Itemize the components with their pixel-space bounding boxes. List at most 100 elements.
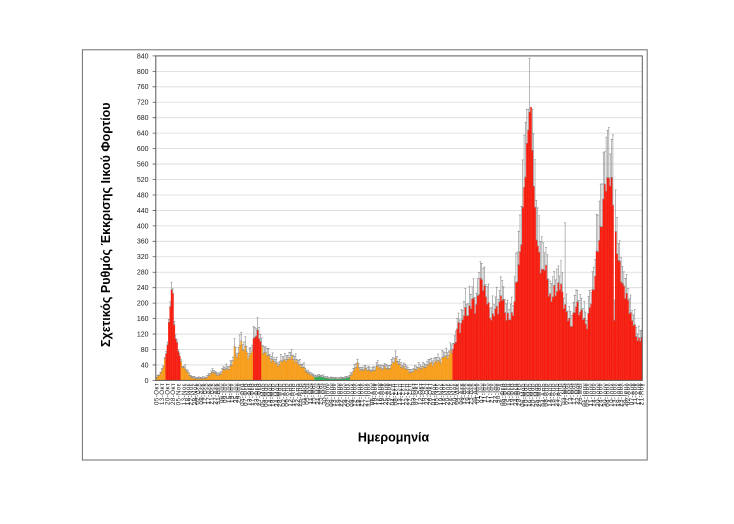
svg-text:31-Ιουλ: 31-Ιουλ bbox=[365, 383, 372, 407]
svg-text:05-Νοε: 05-Νοε bbox=[175, 383, 182, 405]
svg-text:10-Ιουλ: 10-Ιουλ bbox=[609, 383, 616, 407]
svg-text:06-Αυγ: 06-Αυγ bbox=[370, 383, 377, 406]
svg-text:02-Απρ: 02-Απρ bbox=[281, 383, 288, 407]
svg-text:14-Νοε: 14-Νοε bbox=[441, 383, 448, 405]
svg-text:27-Ιαν: 27-Ιαν bbox=[492, 383, 499, 403]
svg-text:Σχετικός Ρυθμός Έκκρισης Ιικού: Σχετικός Ρυθμός Έκκρισης Ιικού Φορτίου bbox=[99, 102, 113, 347]
svg-text:06-Μαρ: 06-Μαρ bbox=[520, 383, 527, 407]
svg-text:13-Δεκ: 13-Δεκ bbox=[461, 383, 468, 405]
svg-text:240: 240 bbox=[137, 285, 149, 292]
svg-text:440: 440 bbox=[137, 208, 149, 215]
svg-text:03-Ιουν: 03-Ιουν bbox=[324, 383, 331, 407]
svg-text:05-Μαρ: 05-Μαρ bbox=[260, 383, 267, 407]
svg-text:03-Μαϊ: 03-Μαϊ bbox=[561, 383, 568, 405]
svg-text:04-Ιουλ: 04-Ιουλ bbox=[605, 383, 612, 407]
svg-text:280: 280 bbox=[137, 270, 149, 277]
svg-text:01-Ιουν: 01-Ιουν bbox=[581, 383, 588, 407]
svg-text:08-Απρ: 08-Απρ bbox=[543, 383, 550, 407]
svg-text:19-Ιουλ: 19-Ιουλ bbox=[615, 383, 622, 407]
svg-text:520: 520 bbox=[137, 177, 149, 184]
svg-text:21-Δεκ: 21-Δεκ bbox=[208, 383, 215, 405]
svg-text:04-Φεβ: 04-Φεβ bbox=[240, 383, 247, 406]
svg-text:24-Ιουν: 24-Ιουν bbox=[598, 383, 605, 407]
svg-text:06-Απρ: 06-Απρ bbox=[283, 383, 290, 407]
svg-text:30-Ιαν: 30-Ιαν bbox=[495, 383, 502, 403]
svg-text:26-Μαϊ: 26-Μαϊ bbox=[577, 383, 584, 405]
svg-text:25-Μαρ: 25-Μαρ bbox=[533, 383, 540, 407]
svg-text:06-Ιαν: 06-Ιαν bbox=[219, 383, 226, 403]
svg-text:07-Αυγ: 07-Αυγ bbox=[629, 383, 636, 406]
svg-text:22-Απρ: 22-Απρ bbox=[294, 383, 301, 407]
svg-text:11-Μαϊ: 11-Μαϊ bbox=[308, 383, 315, 404]
svg-text:26-Οκτ: 26-Οκτ bbox=[427, 383, 434, 405]
svg-text:400: 400 bbox=[137, 223, 149, 230]
svg-text:30-Ιουν: 30-Ιουν bbox=[602, 383, 609, 407]
svg-text:23-Ιουλ: 23-Ιουλ bbox=[618, 383, 625, 407]
svg-text:04-Σεπ: 04-Σεπ bbox=[390, 383, 397, 406]
svg-text:15-Ιαν: 15-Ιαν bbox=[226, 383, 233, 403]
svg-text:05-Ιουν: 05-Ιουν bbox=[584, 383, 591, 407]
svg-text:200: 200 bbox=[137, 301, 149, 308]
svg-text:09-Δεκ: 09-Δεκ bbox=[458, 383, 465, 405]
svg-text:03-Οκτ: 03-Οκτ bbox=[411, 383, 418, 405]
svg-text:19-Ιαν: 19-Ιαν bbox=[229, 383, 236, 403]
svg-text:160: 160 bbox=[137, 316, 149, 323]
svg-text:18-Μαρ: 18-Μαρ bbox=[270, 383, 277, 407]
svg-text:16-Αυγ: 16-Αυγ bbox=[376, 383, 383, 406]
svg-text:07-Οκτ: 07-Οκτ bbox=[413, 383, 420, 405]
svg-text:24-Μαρ: 24-Μαρ bbox=[274, 383, 281, 407]
svg-text:17-Μαϊ: 17-Μαϊ bbox=[570, 383, 577, 405]
svg-text:80: 80 bbox=[141, 347, 149, 354]
svg-text:23-Σεπ: 23-Σεπ bbox=[404, 383, 411, 406]
svg-text:12-Οκτ: 12-Οκτ bbox=[417, 383, 424, 405]
svg-text:20-Οκτ: 20-Οκτ bbox=[165, 383, 172, 405]
svg-text:840: 840 bbox=[137, 53, 149, 60]
svg-text:27-Σεπ: 27-Σεπ bbox=[406, 383, 413, 406]
svg-text:23-Δεκ: 23-Δεκ bbox=[468, 383, 475, 405]
svg-text:11-Ιουν: 11-Ιουν bbox=[588, 383, 595, 406]
svg-text:22-Νοε: 22-Νοε bbox=[188, 383, 195, 405]
svg-text:22-Ιουν: 22-Ιουν bbox=[338, 383, 345, 407]
svg-text:14-Μαρ: 14-Μαρ bbox=[267, 383, 274, 407]
svg-text:09-Ιαν: 09-Ιαν bbox=[222, 383, 229, 403]
svg-text:30-Νοε: 30-Νοε bbox=[452, 383, 459, 405]
svg-text:05-Οκτ: 05-Οκτ bbox=[154, 383, 161, 405]
svg-text:27-Φεβ: 27-Φεβ bbox=[256, 383, 263, 406]
svg-text:23-Φεβ: 23-Φεβ bbox=[253, 383, 260, 406]
svg-text:28-Οκτ: 28-Οκτ bbox=[170, 383, 177, 405]
svg-text:29-Αυγ: 29-Αυγ bbox=[386, 383, 393, 406]
svg-text:25-Ιαν: 25-Ιαν bbox=[233, 383, 240, 403]
svg-text:20-Ιουν: 20-Ιουν bbox=[595, 383, 602, 407]
svg-text:17-Φεβ: 17-Φεβ bbox=[249, 383, 256, 406]
svg-text:10-Αυγ: 10-Αυγ bbox=[372, 383, 379, 406]
svg-text:26-Απρ: 26-Απρ bbox=[297, 383, 304, 407]
svg-text:800: 800 bbox=[137, 69, 149, 76]
svg-text:02-Ιουλ: 02-Ιουλ bbox=[345, 383, 352, 407]
svg-text:19-Αυγ: 19-Αυγ bbox=[379, 383, 386, 406]
svg-text:15-Μαϊ: 15-Μαϊ bbox=[311, 383, 318, 405]
svg-text:27-Δεκ: 27-Δεκ bbox=[212, 383, 219, 405]
svg-text:560: 560 bbox=[137, 161, 149, 168]
svg-text:08-Σεπ: 08-Σεπ bbox=[393, 383, 400, 406]
svg-text:08-Δεκ: 08-Δεκ bbox=[199, 383, 206, 405]
svg-text:18-Ιουλ: 18-Ιουλ bbox=[356, 383, 363, 407]
svg-text:01-Ιαν: 01-Ιαν bbox=[475, 383, 482, 403]
svg-text:25-Αυγ: 25-Αυγ bbox=[383, 383, 390, 406]
svg-text:21-Ιαν: 21-Ιαν bbox=[488, 383, 495, 403]
svg-text:17-Σεπ: 17-Σεπ bbox=[400, 383, 407, 406]
svg-text:13-Νοε: 13-Νοε bbox=[181, 383, 188, 405]
svg-text:23-Απρ: 23-Απρ bbox=[554, 383, 561, 407]
svg-text:24-Φεβ: 24-Φεβ bbox=[513, 383, 520, 406]
svg-text:29-Δεκ: 29-Δεκ bbox=[472, 383, 479, 405]
svg-text:22-Οκτ: 22-Οκτ bbox=[424, 383, 431, 405]
svg-text:05-Φεβ: 05-Φεβ bbox=[499, 383, 506, 406]
svg-text:28-Μαρ: 28-Μαρ bbox=[277, 383, 284, 407]
svg-text:27-Ιουλ: 27-Ιουλ bbox=[363, 383, 370, 407]
svg-text:10-Νοε: 10-Νοε bbox=[438, 383, 445, 405]
svg-text:02-Δεκ: 02-Δεκ bbox=[195, 383, 202, 405]
svg-text:14-Απρ: 14-Απρ bbox=[547, 383, 554, 407]
svg-text:17-Αυγ: 17-Αυγ bbox=[636, 383, 643, 406]
svg-text:28-Νοε: 28-Νοε bbox=[192, 383, 199, 405]
svg-text:13-Οκτ: 13-Οκτ bbox=[159, 383, 166, 405]
svg-text:360: 360 bbox=[137, 239, 149, 246]
